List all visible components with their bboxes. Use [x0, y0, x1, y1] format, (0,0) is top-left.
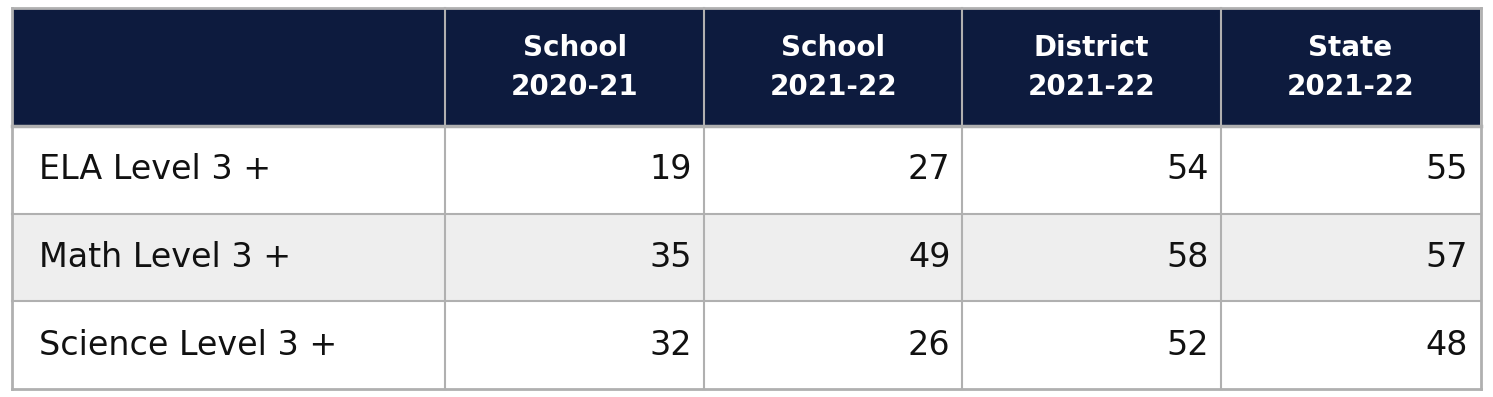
Text: 32: 32: [649, 329, 691, 362]
Bar: [12, 214, 1481, 301]
Text: School
2021-22: School 2021-22: [769, 33, 897, 100]
Text: 48: 48: [1426, 329, 1468, 362]
Bar: [12, 8, 445, 126]
Text: Science Level 3 +: Science Level 3 +: [39, 329, 337, 362]
Bar: [12, 126, 1481, 214]
Text: 54: 54: [1166, 153, 1209, 187]
Bar: [703, 8, 963, 126]
Text: 52: 52: [1166, 329, 1209, 362]
Bar: [963, 8, 1221, 126]
Bar: [445, 8, 703, 126]
Text: 49: 49: [908, 241, 951, 274]
Text: School
2020-21: School 2020-21: [511, 33, 639, 100]
Text: 27: 27: [908, 153, 951, 187]
Text: Math Level 3 +: Math Level 3 +: [39, 241, 291, 274]
Text: ELA Level 3 +: ELA Level 3 +: [39, 153, 270, 187]
Bar: [1221, 8, 1480, 126]
Text: 57: 57: [1426, 241, 1468, 274]
Text: 35: 35: [649, 241, 691, 274]
Text: 26: 26: [908, 329, 951, 362]
Text: 58: 58: [1166, 241, 1209, 274]
Bar: [12, 301, 1481, 389]
Text: 55: 55: [1426, 153, 1468, 187]
Text: State
2021-22: State 2021-22: [1287, 33, 1414, 100]
Text: District
2021-22: District 2021-22: [1027, 33, 1156, 100]
Text: 19: 19: [649, 153, 691, 187]
